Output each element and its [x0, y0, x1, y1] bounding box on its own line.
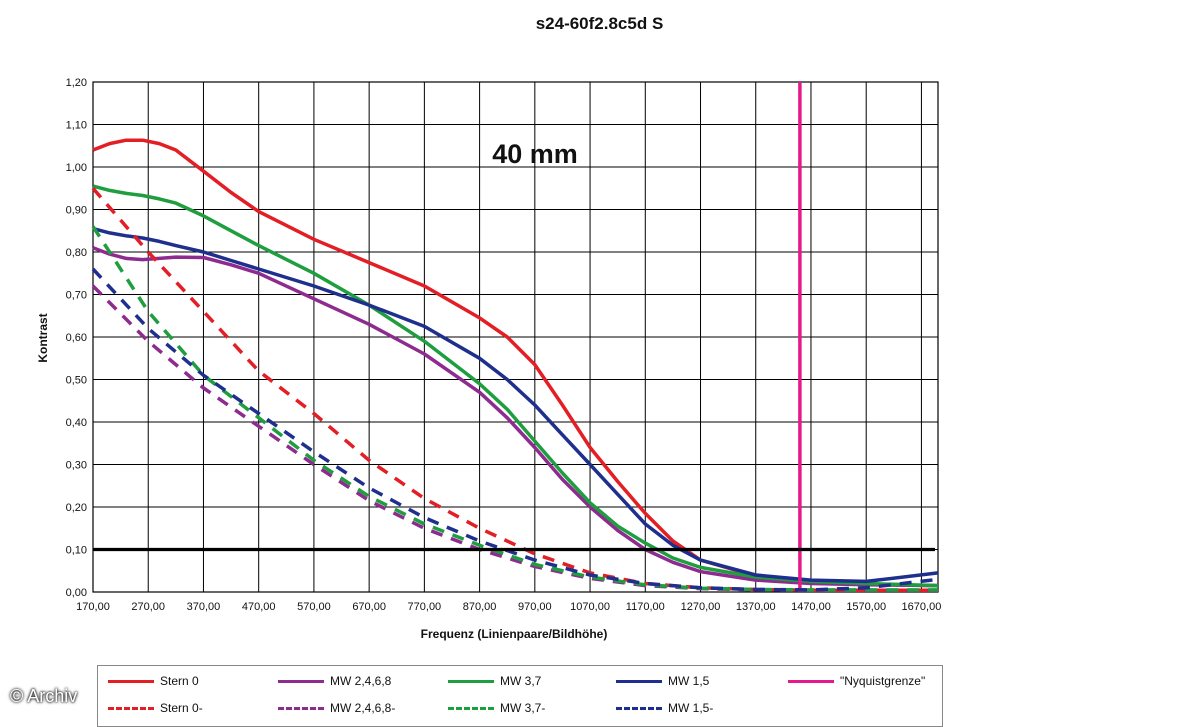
grid-layer	[92, 81, 939, 593]
y-tick-label: 0,80	[66, 247, 87, 259]
legend-entry: "Nyquistgrenze"	[788, 672, 925, 690]
y-tick-label: 0,10	[66, 545, 87, 557]
x-tick-label: 1670,00	[902, 601, 942, 613]
chart-canvas: 170,00 270,00 370,00 470,00 570,00 670,00 770,…	[36, 77, 942, 641]
series-layer	[91, 82, 939, 593]
legend-label: Stern 0	[160, 674, 199, 688]
legend-label: MW 2,4,6,8-	[330, 701, 396, 715]
x-tick-label: 770,00	[408, 601, 442, 613]
x-tick-label: 370,00	[187, 601, 221, 613]
x-tick-label: 1570,00	[846, 601, 886, 613]
legend-label: MW 3,7	[500, 674, 542, 688]
axis-layer: 170,00 270,00 370,00 470,00 570,00 670,00 770,…	[66, 77, 942, 613]
x-tick-label: 670,00	[352, 601, 386, 613]
legend-swatch	[448, 679, 494, 683]
y-tick-label: 0,40	[66, 417, 87, 429]
series-line-2	[92, 184, 939, 588]
legend-swatch	[616, 706, 662, 710]
legend-label: MW 2,4,6,8	[330, 674, 392, 688]
y-tick-label: 0,90	[66, 205, 87, 217]
legend-entry: Stern 0-	[108, 699, 203, 717]
y-axis-label: Kontrast	[36, 313, 50, 362]
legend-swatch	[278, 679, 324, 683]
chart-title: s24-60f2.8c5d S	[535, 14, 664, 33]
legend-label: MW 3,7-	[500, 701, 546, 715]
series-line-5	[91, 187, 938, 593]
x-tick-label: 1370,00	[736, 601, 776, 613]
legend-swatch	[108, 679, 154, 683]
x-tick-label: 970,00	[518, 601, 552, 613]
legend-entry: MW 3,7-	[448, 699, 545, 717]
legend-label: Stern 0-	[160, 701, 203, 715]
y-tick-label: 0,20	[66, 502, 87, 514]
legend-swatch	[108, 706, 154, 710]
copyright-watermark: © Archiv	[10, 686, 78, 706]
legend-entry: MW 1,5-	[616, 699, 713, 717]
legend-swatch	[616, 679, 662, 683]
y-tick-label: 1,00	[66, 162, 87, 174]
legend-swatch	[278, 706, 324, 710]
focal-length-annotation: 40 mm	[492, 139, 578, 169]
legend-label: MW 1,5-	[668, 701, 714, 715]
x-tick-label: 1170,00	[626, 601, 665, 613]
series-line-3	[92, 226, 939, 584]
legend-label: "Nyquistgrenze"	[840, 674, 926, 688]
legend-label: MW 1,5	[668, 674, 710, 688]
legend-entry: Stern 0	[108, 672, 199, 690]
y-tick-label: 0,30	[66, 460, 87, 472]
y-tick-label: 1,10	[66, 120, 87, 132]
y-tick-label: 0,50	[66, 375, 87, 387]
y-tick-label: 0,60	[66, 332, 87, 344]
x-tick-label: 570,00	[297, 601, 331, 613]
x-tick-label: 870,00	[463, 601, 497, 613]
y-tick-label: 1,20	[66, 77, 87, 89]
legend-entry: MW 2,4,6,8	[278, 672, 391, 690]
x-tick-label: 1470,00	[791, 601, 831, 613]
x-tick-label: 470,00	[242, 601, 276, 613]
x-axis-label: Frequenz (Linienpaare/Bildhöhe)	[421, 627, 608, 641]
y-tick-label: 0,00	[66, 587, 87, 599]
legend-entry: MW 3,7	[448, 672, 541, 690]
legend-entry: MW 1,5	[616, 672, 709, 690]
x-tick-label: 1270,00	[681, 601, 721, 613]
legend-entry: MW 2,4,6,8-	[278, 699, 395, 717]
x-tick-label: 170,00	[76, 601, 110, 613]
x-tick-label: 1070,00	[570, 601, 610, 613]
legend-swatch	[448, 706, 494, 710]
legend: Stern 0 MW 2,4,6,8 MW 3,7 MW 1,5 "Nyquistgre…	[97, 665, 943, 727]
x-tick-label: 270,00	[131, 601, 165, 613]
legend-swatch	[788, 679, 834, 683]
series-line-1	[92, 246, 939, 588]
y-tick-label: 0,70	[66, 290, 87, 302]
